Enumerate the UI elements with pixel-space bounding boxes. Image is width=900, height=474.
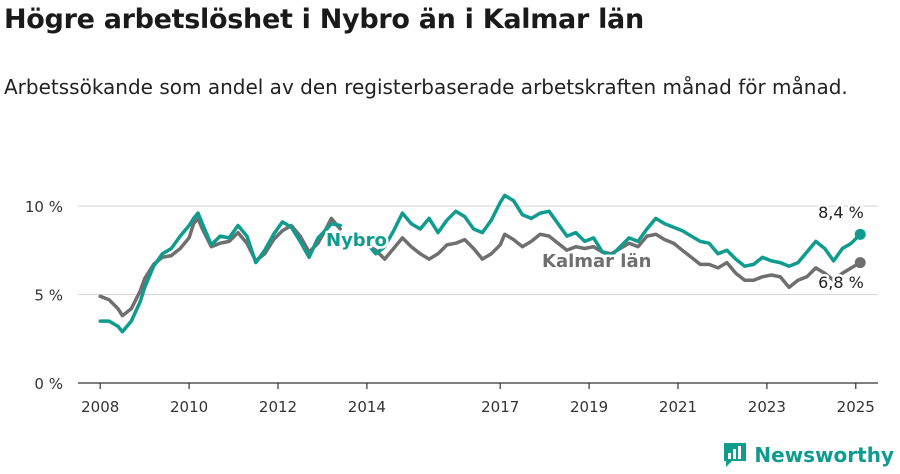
grid-layer: 0 % 5 % 10 % [25,198,878,393]
page-title: Högre arbetslöshet i Nybro än i Kalmar l… [4,4,644,35]
x-tick-label: 2025 [837,398,875,416]
series-line-nybro [365,193,862,268]
x-tick-label: 2017 [481,398,519,416]
y-tick-label: 10 % [25,198,63,216]
series-label-nybro-halo: Nybro [326,230,387,251]
end-label-nybro: 8,4 % [818,203,864,222]
end-label-kalmar-lan: 6,8 % [818,273,864,292]
x-tick-label: 2021 [659,398,697,416]
end-point-kalmar-l-n [854,257,866,269]
series-label-kalmar-lan: Kalmar län [542,251,651,272]
x-tick-label: 2014 [348,398,386,416]
y-tick-label: 5 % [34,287,63,305]
x-tick-label: 2012 [259,398,297,416]
y-tick-label: 0 % [34,375,63,393]
series-layer [98,193,866,334]
newsworthy-logo-icon [724,443,747,467]
series-label-kalmar-lan-halo: Kalmar län [542,251,651,272]
brand-name: Newsworthy [754,443,894,467]
x-tick-label: 2008 [81,398,119,416]
end-label-nybro-halo: 8,4 % [818,203,864,222]
x-tick-label: 2010 [170,398,208,416]
end-label-kalmar-lan-halo: 6,8 % [818,273,864,292]
series-line-kalmar-l-n [98,216,342,318]
newsworthy-brand: Newsworthy [722,441,894,469]
page-subtitle: Arbetssökande som andel av den registerb… [4,75,848,99]
series-line-nybro [98,211,342,334]
series-label-nybro: Nybro [326,230,387,251]
x-tick-label: 2019 [570,398,608,416]
end-point-nybro [854,228,866,240]
x-tick-label: 2023 [748,398,786,416]
x-axis: 2008 2010 2012 2014 2017 2019 2021 2023 2025 [78,382,878,416]
